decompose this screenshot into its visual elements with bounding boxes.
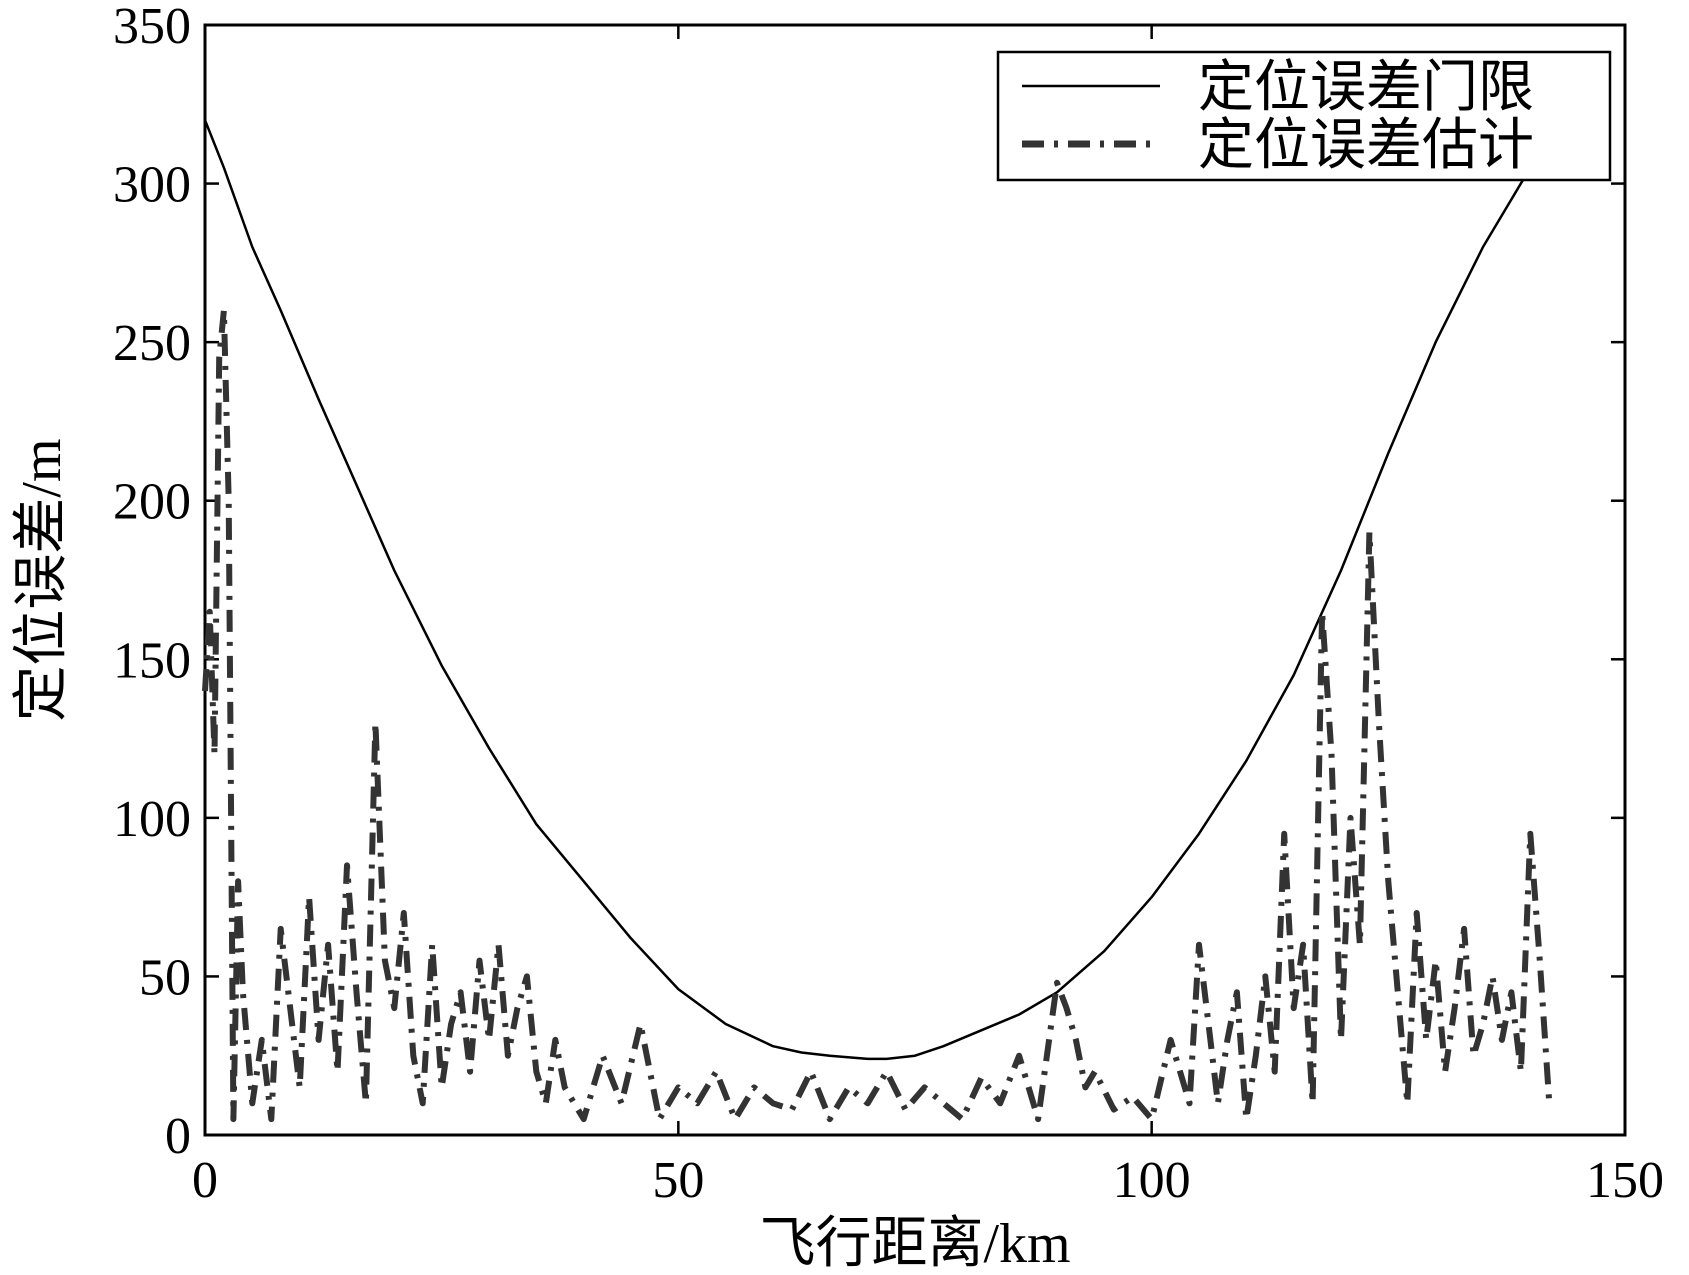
- y-tick-label: 350: [113, 0, 191, 55]
- x-tick-label: 150: [1586, 1152, 1664, 1209]
- x-tick-label: 100: [1113, 1152, 1191, 1209]
- legend-label-estimate: 定位误差估计: [1198, 115, 1534, 177]
- y-tick-label: 200: [113, 474, 191, 531]
- y-tick-label: 0: [165, 1108, 191, 1165]
- x-tick-label: 50: [652, 1152, 704, 1209]
- axis-ticks: [203, 23, 1627, 1137]
- legend: 定位误差门限 定位误差估计: [996, 50, 1612, 182]
- series-layer: [202, 119, 1553, 1123]
- x-tick-label: 0: [192, 1152, 218, 1209]
- legend-box: [996, 50, 1612, 182]
- series-line-estimate: [202, 307, 1553, 1123]
- legend-label-threshold: 定位误差门限: [1198, 57, 1534, 119]
- y-tick-label: 300: [113, 157, 191, 214]
- plot-frame: [203, 23, 1627, 1137]
- plot-area: [203, 23, 1627, 1137]
- y-tick-label: 100: [113, 791, 191, 848]
- y-tick-label: 250: [113, 315, 191, 372]
- x-axis-label: 飞行距离/km: [759, 1213, 1070, 1275]
- y-axis-label: 定位误差/m: [11, 438, 73, 721]
- axis-tick-labels: 0 50 100 150 0 50 100 150 200 250 300 350: [113, 0, 1664, 1209]
- series-line-threshold: [203, 119, 1532, 1061]
- y-tick-label: 150: [113, 632, 191, 689]
- y-tick-label: 50: [139, 949, 191, 1006]
